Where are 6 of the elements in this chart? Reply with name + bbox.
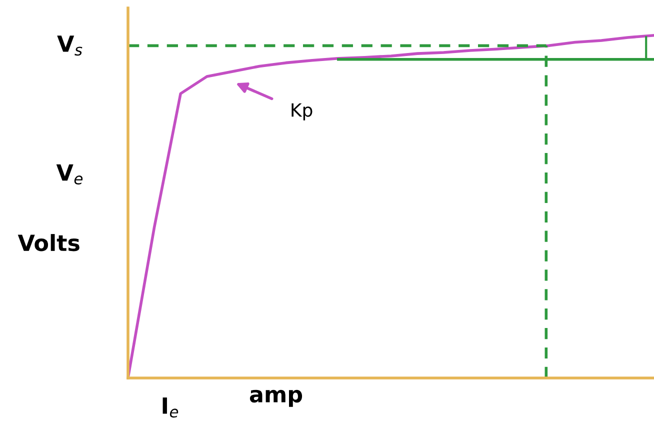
text: I$_{e}$	[162, 398, 178, 418]
text: V$_{e}$	[56, 164, 83, 184]
annotation: Kp	[292, 103, 312, 120]
x-axis-title: amp	[250, 390, 302, 407]
ref-line-label: V$_{s}$	[57, 36, 82, 56]
y-axis-title: Volts	[18, 234, 80, 252]
